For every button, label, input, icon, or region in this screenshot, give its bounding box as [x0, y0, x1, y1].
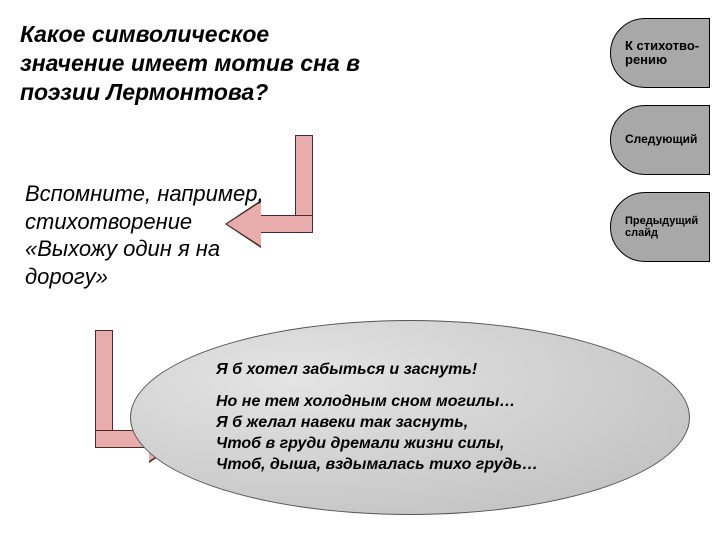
question-text: Какое символическое значение имеет мотив…: [20, 20, 360, 106]
next-slide-button[interactable]: Следующий: [610, 105, 710, 175]
quote-line-2: Но не тем холодным сном могилы…: [216, 392, 604, 413]
quote-line-3: Я б желал навеки так заснуть,: [216, 413, 604, 434]
quote-ellipse: Я б хотел забыться и заснуть! Но не тем …: [130, 320, 690, 515]
to-poem-button[interactable]: К стихотво-рению: [610, 18, 710, 88]
prev-slide-button[interactable]: Предыдущий слайд: [610, 192, 710, 262]
recall-text: Вспомните, например, стихотворение «Выхо…: [25, 180, 285, 290]
quote-line-5: Чтоб, дыша, вздымалась тихо грудь…: [216, 455, 604, 476]
arrow-2-vertical: [95, 330, 113, 430]
arrow-1-vertical: [295, 135, 313, 215]
quote-line-1: Я б хотел забыться и заснуть!: [216, 360, 604, 381]
quote-line-4: Чтоб в груди дремали жизни силы,: [216, 434, 604, 455]
